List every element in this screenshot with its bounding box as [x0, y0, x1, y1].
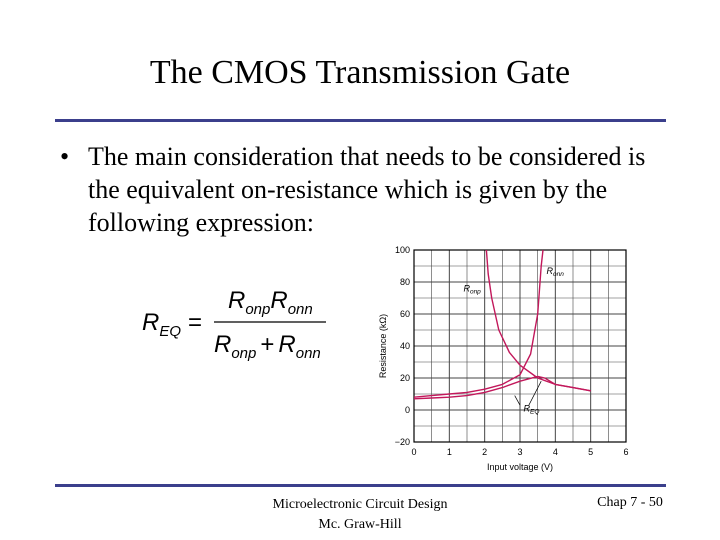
y-tick-label: −20 [395, 437, 410, 447]
y-tick-label: 0 [405, 405, 410, 415]
req-leader-line [528, 381, 542, 406]
req-leader-line [514, 395, 521, 406]
y-tick-label: 40 [400, 341, 410, 351]
x-tick-label: 5 [588, 447, 593, 457]
formula-denominator: Ronp + Ronn [214, 331, 321, 362]
series-line-r-onn [413, 249, 544, 398]
x-tick-label: 2 [482, 447, 487, 457]
y-axis-label: Resistance (kΩ) [378, 314, 388, 378]
x-axis-label: Input voltage (V) [487, 462, 553, 472]
x-tick-label: 3 [517, 447, 522, 457]
bullet-item: • The main consideration that needs to b… [60, 140, 680, 239]
bullet-symbol: • [60, 142, 70, 171]
x-tick-label: 0 [411, 447, 416, 457]
x-tick-label: 4 [553, 447, 558, 457]
x-tick-label: 6 [623, 447, 628, 457]
footer-course: Microelectronic Circuit Design Mc. Graw-… [230, 495, 490, 535]
slide-title: The CMOS Transmission Gate [149, 54, 571, 91]
bullet-text: The main consideration that needs to be … [88, 142, 646, 237]
series-line-r-eq [413, 375, 591, 400]
x-tick-label: 1 [447, 447, 452, 457]
y-tick-label: 100 [395, 245, 410, 255]
footer-page-number: Chap 7 - 50 [597, 495, 663, 510]
plot-frame [413, 249, 627, 443]
footer-publisher: Mc. Graw-Hill [318, 517, 402, 532]
equivalent-resistance-formula: REQ = RonpRonn Ronp + Ronn [142, 287, 326, 362]
curve-label-r-onp: Ronp [463, 284, 481, 296]
y-tick-label: 60 [400, 309, 410, 319]
title-divider [55, 119, 666, 122]
y-tick-label: 80 [400, 277, 410, 287]
curve-label-r-eq: REQ [524, 404, 540, 416]
formula-numerator: RonpRonn [228, 287, 313, 318]
formula-equals: = [188, 309, 202, 336]
footer-divider [55, 484, 666, 487]
curve-label-r-onn: Ronn [547, 266, 565, 278]
footer-course-title: Microelectronic Circuit Design [272, 497, 448, 512]
y-tick-label: 20 [400, 373, 410, 383]
formula-lhs: REQ [142, 309, 181, 340]
